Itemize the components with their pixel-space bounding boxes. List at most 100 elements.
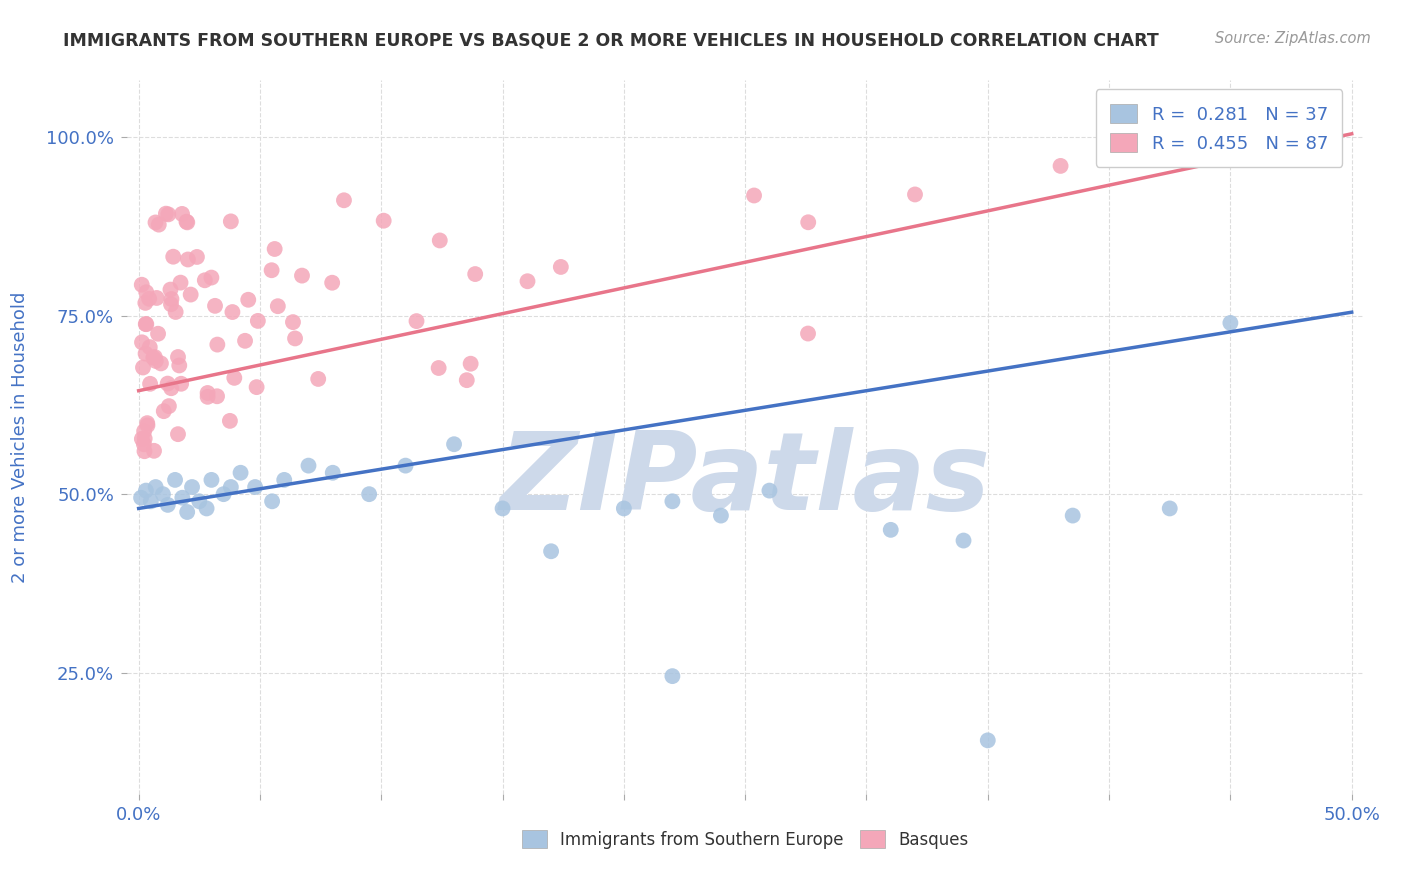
Point bbox=[181, 480, 204, 494]
Point bbox=[281, 315, 304, 329]
Text: ZIPatlas: ZIPatlas bbox=[499, 427, 991, 533]
Point bbox=[219, 480, 242, 494]
Text: Source: ZipAtlas.com: Source: ZipAtlas.com bbox=[1215, 31, 1371, 46]
Point bbox=[443, 437, 465, 451]
Point bbox=[200, 270, 222, 285]
Point bbox=[491, 501, 513, 516]
Point bbox=[152, 487, 174, 501]
Point bbox=[177, 252, 200, 267]
Point bbox=[243, 480, 266, 494]
Point bbox=[460, 357, 482, 371]
Point bbox=[129, 491, 152, 505]
Point bbox=[131, 335, 153, 350]
Point bbox=[148, 218, 170, 232]
Point bbox=[146, 326, 169, 341]
Point bbox=[156, 376, 179, 391]
Point bbox=[131, 277, 153, 292]
Point bbox=[273, 473, 295, 487]
Point bbox=[143, 350, 166, 364]
Point bbox=[160, 381, 183, 395]
Point bbox=[758, 483, 780, 498]
Point bbox=[149, 356, 172, 370]
Point bbox=[291, 268, 314, 283]
Point bbox=[132, 437, 155, 451]
Point bbox=[238, 293, 260, 307]
Point bbox=[157, 399, 180, 413]
Point bbox=[359, 487, 381, 501]
Point bbox=[797, 326, 820, 341]
Point bbox=[135, 317, 157, 331]
Point bbox=[260, 263, 283, 277]
Point bbox=[742, 188, 765, 202]
Point bbox=[135, 317, 157, 331]
Point bbox=[142, 351, 165, 365]
Point bbox=[952, 533, 974, 548]
Point bbox=[267, 299, 290, 313]
Point bbox=[145, 291, 167, 305]
Point bbox=[373, 213, 395, 227]
Point bbox=[176, 215, 198, 229]
Point bbox=[1219, 316, 1241, 330]
Point bbox=[167, 359, 190, 373]
Point bbox=[186, 250, 208, 264]
Point bbox=[194, 273, 217, 287]
Point bbox=[165, 473, 187, 487]
Point bbox=[207, 337, 229, 351]
Point bbox=[135, 483, 157, 498]
Point bbox=[170, 376, 193, 391]
Text: IMMIGRANTS FROM SOUTHERN EUROPE VS BASQUE 2 OR MORE VEHICLES IN HOUSEHOLD CORREL: IMMIGRANTS FROM SOUTHERN EUROPE VS BASQU… bbox=[63, 31, 1159, 49]
Point bbox=[550, 260, 572, 274]
Point bbox=[135, 346, 157, 360]
Point bbox=[205, 389, 228, 403]
Point bbox=[152, 404, 174, 418]
Point bbox=[263, 242, 285, 256]
Point bbox=[661, 494, 683, 508]
Point bbox=[516, 274, 538, 288]
Point bbox=[246, 380, 269, 394]
Point bbox=[145, 480, 167, 494]
Point bbox=[204, 299, 226, 313]
Point bbox=[297, 458, 319, 473]
Point bbox=[180, 287, 202, 301]
Legend: Immigrants from Southern Europe, Basques: Immigrants from Southern Europe, Basques bbox=[513, 822, 977, 857]
Point bbox=[427, 361, 450, 376]
Point bbox=[405, 314, 427, 328]
Point bbox=[176, 505, 198, 519]
Point bbox=[307, 372, 329, 386]
Point bbox=[139, 494, 162, 508]
Point bbox=[284, 331, 307, 345]
Point bbox=[880, 523, 903, 537]
Point bbox=[145, 354, 167, 368]
Y-axis label: 2 or more Vehicles in Household: 2 or more Vehicles in Household bbox=[11, 292, 30, 582]
Point bbox=[131, 432, 153, 446]
Point bbox=[977, 733, 1000, 747]
Point bbox=[159, 283, 181, 297]
Point bbox=[200, 473, 222, 487]
Point bbox=[167, 427, 190, 442]
Point bbox=[661, 669, 683, 683]
Point bbox=[156, 498, 179, 512]
Point bbox=[229, 466, 252, 480]
Point bbox=[197, 386, 219, 401]
Point bbox=[219, 214, 242, 228]
Point bbox=[134, 296, 156, 310]
Point bbox=[162, 250, 184, 264]
Point bbox=[333, 194, 356, 208]
Point bbox=[160, 292, 183, 306]
Point bbox=[212, 487, 235, 501]
Point bbox=[172, 491, 194, 505]
Point bbox=[262, 494, 284, 508]
Point bbox=[1159, 501, 1181, 516]
Point bbox=[135, 285, 157, 300]
Point bbox=[160, 297, 183, 311]
Point bbox=[188, 494, 211, 508]
Point bbox=[1049, 159, 1071, 173]
Point bbox=[321, 276, 343, 290]
Point bbox=[132, 360, 155, 375]
Point bbox=[456, 373, 478, 387]
Point bbox=[1062, 508, 1084, 523]
Point bbox=[613, 501, 636, 516]
Point bbox=[145, 215, 167, 229]
Point bbox=[540, 544, 562, 558]
Point bbox=[797, 215, 820, 229]
